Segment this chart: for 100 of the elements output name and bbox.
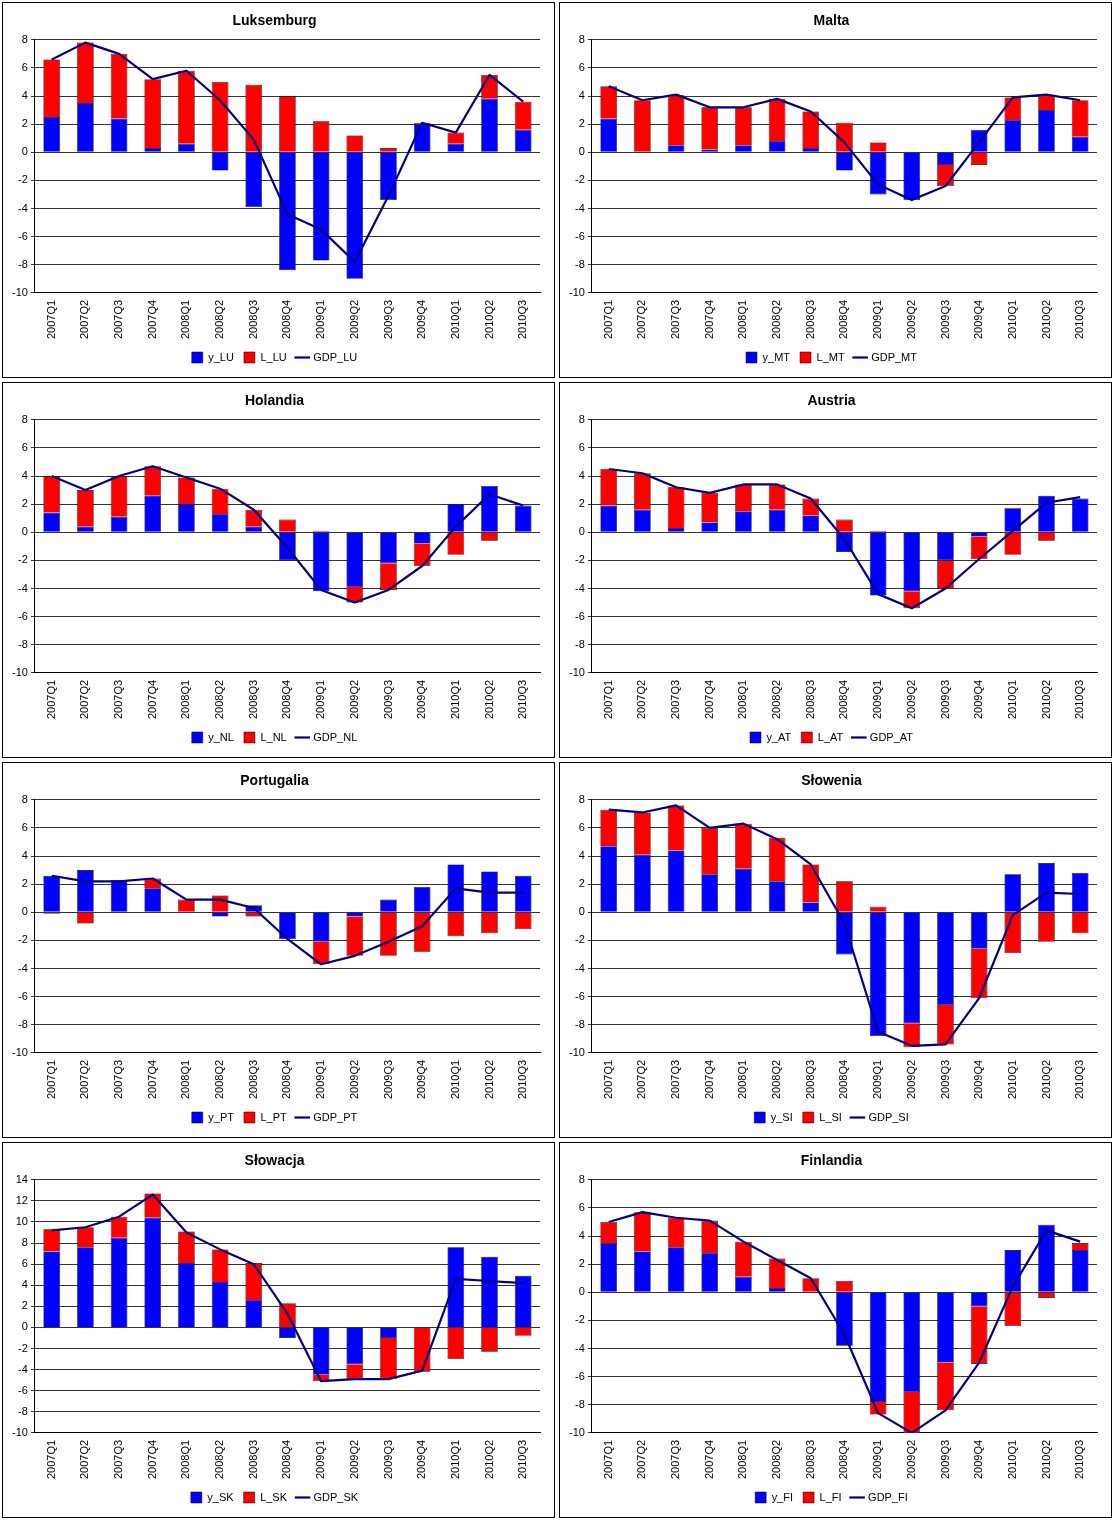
x-tick-label: 2009Q3 bbox=[938, 1439, 951, 1480]
x-tick-label: 2010Q1 bbox=[1005, 299, 1018, 340]
x-tick-label: 2007Q3 bbox=[112, 1059, 125, 1100]
y-tick-label: -6 bbox=[18, 989, 28, 1002]
x-tick-label: 2007Q4 bbox=[702, 679, 715, 720]
y-tick-label: 8 bbox=[578, 412, 585, 425]
y-tick-label: 0 bbox=[21, 905, 28, 918]
x-tick-label: 2009Q1 bbox=[871, 299, 884, 340]
y-tick-label: -2 bbox=[575, 553, 585, 566]
chart-title: Finlandia bbox=[800, 1152, 863, 1169]
y-tick-label: -2 bbox=[18, 1341, 28, 1354]
chart-title: Portugalia bbox=[240, 772, 309, 789]
y-tick-label: 8 bbox=[21, 32, 28, 45]
y-tick-label: 12 bbox=[15, 1193, 28, 1206]
legend-label: L_NL bbox=[260, 730, 287, 743]
legend-label: y_SI bbox=[770, 1110, 793, 1123]
chart-title: Austria bbox=[807, 392, 856, 409]
x-tick-label: 2008Q2 bbox=[770, 299, 783, 340]
y-tick-label: -2 bbox=[18, 553, 28, 566]
x-tick-label: 2009Q4 bbox=[415, 1439, 428, 1480]
x-tick-label: 2007Q4 bbox=[702, 299, 715, 340]
y-tick-label: 2 bbox=[578, 497, 585, 510]
x-tick-label: 2010Q1 bbox=[448, 679, 461, 720]
y-tick-label: -8 bbox=[18, 257, 28, 270]
x-tick-label: 2008Q2 bbox=[770, 1059, 783, 1100]
y-tick-label: -4 bbox=[18, 201, 28, 214]
x-tick-label: 2010Q1 bbox=[448, 1439, 461, 1480]
legend-label: GDP_PT bbox=[313, 1110, 358, 1123]
legend-label: L_MT bbox=[816, 350, 845, 363]
x-tick-label: 2010Q1 bbox=[448, 299, 461, 340]
y-tick-label: 4 bbox=[578, 469, 585, 482]
y-tick-label: -10 bbox=[11, 665, 28, 678]
chart-title: Holandia bbox=[244, 392, 305, 409]
x-tick-label: 2008Q2 bbox=[770, 679, 783, 720]
y-tick-label: -10 bbox=[568, 285, 585, 298]
x-tick-label: 2007Q4 bbox=[702, 1439, 715, 1480]
y-tick-label: 8 bbox=[21, 1236, 28, 1249]
y-tick-label: 2 bbox=[578, 117, 585, 130]
y-tick-label: -4 bbox=[18, 1362, 28, 1375]
y-tick-label: 4 bbox=[21, 849, 28, 862]
x-tick-label: 2010Q2 bbox=[1039, 1439, 1052, 1480]
x-tick-label: 2008Q4 bbox=[837, 299, 850, 340]
y-tick-label: 4 bbox=[21, 469, 28, 482]
x-tick-label: 2008Q2 bbox=[213, 1059, 226, 1100]
x-tick-label: 2010Q1 bbox=[1005, 1439, 1018, 1480]
legend-label: GDP_NL bbox=[313, 730, 358, 743]
x-tick-label: 2009Q2 bbox=[347, 1439, 360, 1480]
x-tick-label: 2007Q2 bbox=[78, 1059, 91, 1100]
y-tick-label: 6 bbox=[578, 60, 585, 73]
y-tick-label: 6 bbox=[21, 1257, 28, 1270]
y-tick-label: -4 bbox=[18, 581, 28, 594]
x-tick-label: 2007Q3 bbox=[112, 679, 125, 720]
x-tick-label: 2009Q3 bbox=[381, 679, 394, 720]
x-tick-label: 2008Q4 bbox=[280, 679, 293, 720]
x-tick-label: 2009Q3 bbox=[381, 1439, 394, 1480]
x-tick-label: 2009Q3 bbox=[938, 1059, 951, 1100]
x-tick-label: 2009Q4 bbox=[972, 1439, 985, 1480]
x-tick-label: 2010Q3 bbox=[516, 299, 529, 340]
y-tick-label: 0 bbox=[578, 525, 585, 538]
x-tick-label: 2007Q1 bbox=[44, 1439, 57, 1480]
x-tick-label: 2009Q1 bbox=[871, 1439, 884, 1480]
y-tick-label: -10 bbox=[11, 285, 28, 298]
x-tick-label: 2010Q1 bbox=[1005, 1059, 1018, 1100]
x-tick-label: 2010Q3 bbox=[1073, 679, 1086, 720]
x-tick-label: 2008Q2 bbox=[213, 299, 226, 340]
x-tick-label: 2009Q1 bbox=[314, 299, 327, 340]
legend-label: y_NL bbox=[208, 730, 234, 743]
y-tick-label: 14 bbox=[15, 1172, 28, 1185]
x-tick-label: 2007Q1 bbox=[601, 1059, 614, 1100]
x-tick-label: 2010Q3 bbox=[1073, 1439, 1086, 1480]
x-tick-label: 2009Q3 bbox=[938, 299, 951, 340]
legend-label: GDP_LU bbox=[313, 350, 358, 363]
x-tick-label: 2007Q2 bbox=[78, 299, 91, 340]
y-tick-label: -6 bbox=[18, 609, 28, 622]
x-tick-label: 2007Q3 bbox=[669, 299, 682, 340]
x-tick-label: 2007Q4 bbox=[145, 1439, 158, 1480]
x-tick-label: 2007Q2 bbox=[635, 1439, 648, 1480]
y-tick-label: 0 bbox=[578, 1285, 585, 1298]
x-tick-label: 2007Q3 bbox=[669, 1439, 682, 1480]
y-tick-label: 2 bbox=[21, 497, 28, 510]
x-tick-label: 2009Q2 bbox=[904, 1439, 917, 1480]
x-tick-label: 2010Q3 bbox=[1073, 1059, 1086, 1100]
x-tick-label: 2009Q2 bbox=[347, 299, 360, 340]
y-tick-label: -8 bbox=[575, 1017, 585, 1030]
x-tick-label: 2010Q2 bbox=[482, 679, 495, 720]
legend-label: L_PT bbox=[260, 1110, 288, 1123]
y-tick-label: 8 bbox=[578, 792, 585, 805]
x-tick-label: 2009Q1 bbox=[314, 1059, 327, 1100]
x-tick-label: 2009Q3 bbox=[938, 679, 951, 720]
x-tick-label: 2008Q3 bbox=[803, 1059, 816, 1100]
y-tick-label: -10 bbox=[568, 665, 585, 678]
legend-label: GDP_SI bbox=[868, 1110, 909, 1123]
x-tick-label: 2009Q1 bbox=[871, 679, 884, 720]
legend-label: GDP_SK bbox=[313, 1490, 359, 1503]
x-tick-label: 2007Q3 bbox=[669, 679, 682, 720]
x-tick-label: 2007Q2 bbox=[78, 679, 91, 720]
legend-label: GDP_MT bbox=[871, 350, 918, 363]
y-tick-label: -6 bbox=[575, 229, 585, 242]
y-tick-label: -8 bbox=[575, 1397, 585, 1410]
y-tick-label: -6 bbox=[575, 1369, 585, 1382]
